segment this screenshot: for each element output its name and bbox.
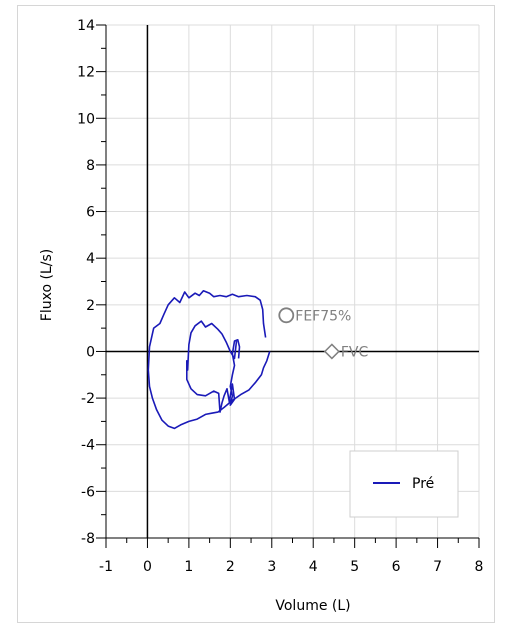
y-tick-label: 14 — [77, 18, 95, 34]
x-tick-label: 3 — [267, 559, 276, 575]
x-axis-label: Volume (L) — [275, 598, 350, 614]
legend-box — [349, 450, 459, 518]
y-tick-label: -6 — [81, 484, 95, 500]
x-tick-label: 6 — [392, 559, 401, 575]
legend-entry-pre: Pré — [412, 476, 434, 492]
x-tick-label: 4 — [309, 559, 318, 575]
x-tick-label: 5 — [350, 559, 359, 575]
y-tick-label: -4 — [81, 438, 95, 454]
series-lines — [147, 289, 271, 430]
y-tick-label: 6 — [86, 205, 95, 221]
x-tick-label: 7 — [433, 559, 442, 575]
x-tick-label: 1 — [184, 559, 193, 575]
y-tick-label: 12 — [77, 65, 95, 81]
x-tick-label: -1 — [99, 559, 113, 575]
x-tick-label: 8 — [475, 559, 484, 575]
y-tick-label: 10 — [77, 111, 95, 127]
x-tick-label: 2 — [226, 559, 235, 575]
y-tick-label: -2 — [81, 391, 95, 407]
x-tick-label: 0 — [143, 559, 152, 575]
y-tick-label: 4 — [86, 251, 95, 267]
y-tick-label: 2 — [86, 298, 95, 314]
annotation-markers: FEF75% FVC — [278, 307, 369, 360]
y-tick-label: 0 — [86, 344, 95, 360]
marker-diamond — [323, 343, 340, 360]
series-line-0 — [147, 289, 271, 430]
legend: Pré — [349, 450, 459, 518]
chart-frame — [17, 5, 495, 623]
series-line-1 — [186, 320, 241, 413]
marker-label: FEF75% — [295, 308, 351, 324]
marker-circle — [278, 307, 295, 324]
marker-label: FVC — [341, 344, 369, 360]
y-tick-label: -8 — [81, 531, 95, 547]
y-axis-label: Fluxo (L/s) — [39, 249, 55, 321]
y-tick-label: 8 — [86, 158, 95, 174]
